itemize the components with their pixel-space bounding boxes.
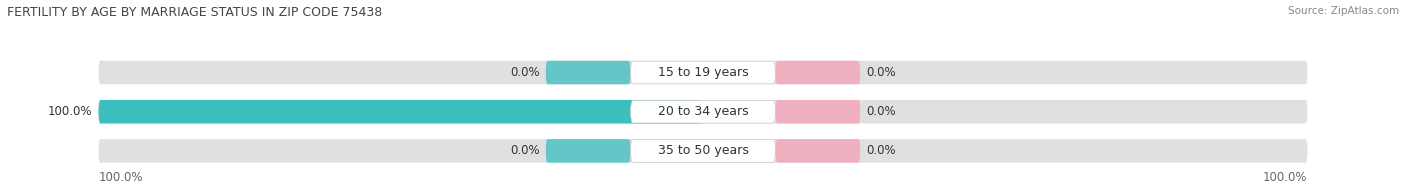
FancyBboxPatch shape	[98, 61, 1308, 84]
Text: 20 to 34 years: 20 to 34 years	[658, 105, 748, 118]
FancyBboxPatch shape	[776, 139, 860, 163]
Text: 0.0%: 0.0%	[510, 144, 540, 157]
FancyBboxPatch shape	[98, 139, 1308, 163]
FancyBboxPatch shape	[630, 61, 776, 84]
Text: 100.0%: 100.0%	[1263, 171, 1308, 183]
Text: 0.0%: 0.0%	[866, 105, 896, 118]
FancyBboxPatch shape	[546, 139, 630, 163]
Text: Source: ZipAtlas.com: Source: ZipAtlas.com	[1288, 6, 1399, 16]
FancyBboxPatch shape	[630, 100, 776, 123]
FancyBboxPatch shape	[546, 61, 630, 84]
Text: 0.0%: 0.0%	[866, 144, 896, 157]
Text: 15 to 19 years: 15 to 19 years	[658, 66, 748, 79]
Text: 35 to 50 years: 35 to 50 years	[658, 144, 748, 157]
FancyBboxPatch shape	[776, 61, 860, 84]
FancyBboxPatch shape	[776, 100, 860, 123]
Text: 0.0%: 0.0%	[510, 66, 540, 79]
FancyBboxPatch shape	[630, 140, 776, 162]
Text: FERTILITY BY AGE BY MARRIAGE STATUS IN ZIP CODE 75438: FERTILITY BY AGE BY MARRIAGE STATUS IN Z…	[7, 6, 382, 19]
FancyBboxPatch shape	[98, 100, 1308, 123]
Text: 100.0%: 100.0%	[98, 171, 143, 183]
FancyBboxPatch shape	[98, 100, 703, 123]
Text: 0.0%: 0.0%	[866, 66, 896, 79]
Text: 100.0%: 100.0%	[48, 105, 93, 118]
